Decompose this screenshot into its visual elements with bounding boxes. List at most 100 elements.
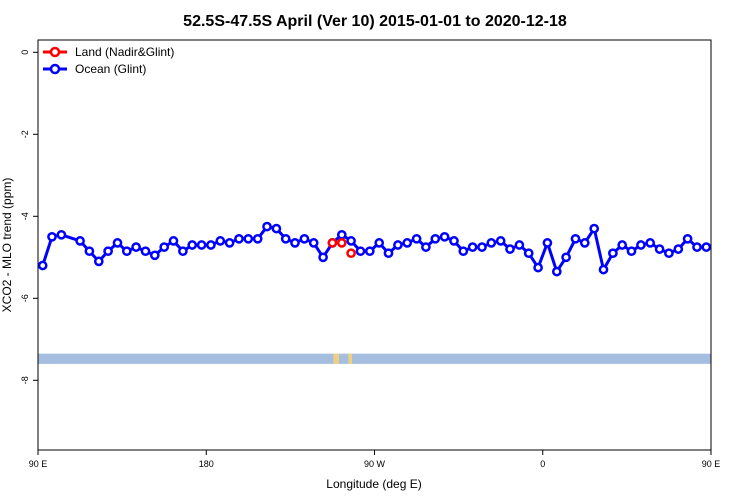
data-point-ocean	[551, 266, 562, 277]
data-point-ocean	[542, 238, 553, 248]
y-axis-title: XCO2 - MLO trend (ppm)	[0, 178, 14, 313]
data-point-ocean	[430, 233, 441, 244]
data-point-ocean	[421, 242, 431, 252]
chart-title: 52.5S-47.5S April (Ver 10) 2015-01-01 to…	[183, 13, 567, 30]
data-point-ocean	[673, 244, 684, 254]
data-point-ocean	[636, 240, 646, 250]
x-axis: 90 E 180 90 W 0 90 E	[29, 450, 721, 469]
legend-label-land: Land (Nadir&Glint)	[75, 45, 174, 59]
data-point-ocean	[598, 264, 609, 275]
data-point-ocean	[346, 236, 356, 246]
surface-strip-ocean	[38, 353, 711, 364]
data-point-ocean	[224, 238, 235, 248]
data-point-ocean	[561, 252, 571, 263]
data-point-ocean	[84, 246, 95, 257]
data-point-ocean	[318, 252, 328, 263]
legend-marker-ocean	[49, 63, 61, 75]
data-point-ocean	[533, 262, 543, 273]
data-point-ocean	[93, 256, 104, 267]
data-point-ocean	[402, 238, 413, 248]
data-point-ocean	[271, 223, 282, 234]
data-point-ocean	[495, 236, 506, 246]
data-point-ocean	[336, 229, 347, 240]
data-point-ocean	[411, 233, 422, 244]
data-point-ocean	[701, 242, 711, 252]
data-point-ocean	[187, 240, 198, 250]
data-point-ocean	[75, 236, 85, 246]
legend-label-ocean: Ocean (Glint)	[75, 62, 146, 76]
data-point-ocean	[355, 246, 366, 257]
y-tick-label: -4	[20, 212, 30, 220]
data-point-ocean	[159, 242, 170, 252]
x-tick-label: 0	[540, 459, 545, 469]
data-point-ocean	[56, 229, 67, 240]
data-point-ocean	[308, 238, 319, 248]
data-point-ocean	[262, 221, 272, 232]
data-point-ocean	[608, 248, 618, 259]
y-tick-label: -6	[20, 294, 30, 302]
data-point-ocean	[215, 236, 226, 246]
data-point-ocean	[38, 260, 48, 271]
data-point-ocean	[299, 233, 310, 244]
data-point-ocean	[234, 233, 244, 244]
y-axis: 0 -2 -4 -6 -8	[20, 50, 38, 384]
data-point-ocean	[121, 246, 132, 257]
data-point-ocean	[178, 246, 188, 257]
legend-item-land: Land (Nadir&Glint)	[43, 45, 174, 59]
data-point-ocean	[617, 240, 628, 250]
x-tick-label: 90 E	[702, 459, 721, 469]
legend: Land (Nadir&Glint) Ocean (Glint)	[43, 45, 174, 76]
data-point-ocean	[514, 240, 525, 250]
plot-area	[38, 221, 711, 364]
data-point-ocean	[467, 242, 478, 252]
data-point-ocean	[243, 233, 254, 244]
data-point-ocean	[364, 246, 375, 257]
data-point-ocean	[280, 233, 291, 244]
data-point-ocean	[486, 238, 497, 248]
data-point-ocean	[168, 236, 179, 246]
data-point-ocean	[252, 233, 263, 244]
data-point-ocean	[654, 244, 665, 254]
x-axis-title: Longitude (deg E)	[326, 477, 421, 491]
y-tick-label: -8	[20, 376, 30, 384]
x-tick-label: 180	[199, 459, 214, 469]
data-point-ocean	[505, 244, 515, 254]
data-point-ocean	[523, 248, 534, 259]
data-point-ocean	[140, 246, 151, 257]
y-tick-label: 0	[20, 50, 30, 55]
data-point-ocean	[290, 238, 300, 248]
data-point-ocean	[449, 236, 459, 246]
data-point-ocean	[206, 240, 216, 250]
data-point-ocean	[682, 233, 693, 244]
data-point-ocean	[458, 246, 469, 257]
data-point-ocean	[477, 242, 487, 252]
data-point-ocean	[589, 223, 600, 234]
legend-marker-land	[49, 46, 61, 58]
data-point-ocean	[393, 240, 403, 250]
data-point-ocean	[664, 248, 674, 259]
data-point-land	[346, 248, 356, 259]
data-point-ocean	[579, 238, 590, 248]
data-point-ocean	[439, 231, 450, 242]
surface-strip-land	[333, 353, 339, 364]
data-point-ocean	[374, 238, 385, 248]
data-point-ocean	[47, 231, 57, 242]
data-point-ocean	[196, 240, 207, 250]
data-point-ocean	[149, 250, 160, 261]
data-point-ocean	[692, 242, 702, 252]
data-point-ocean	[383, 248, 394, 259]
x-tick-label: 90 E	[29, 459, 48, 469]
data-point-ocean	[626, 246, 637, 257]
data-point-ocean	[570, 233, 581, 244]
y-tick-label: -2	[20, 130, 30, 138]
data-point-ocean	[645, 238, 656, 248]
data-point-ocean	[103, 246, 113, 257]
data-point-land	[327, 238, 338, 248]
x-tick-label: 90 W	[364, 459, 386, 469]
data-point-land	[336, 238, 347, 248]
surface-strip-land	[348, 353, 353, 364]
data-point-ocean	[131, 242, 141, 252]
data-point-ocean	[112, 238, 123, 248]
legend-item-ocean: Ocean (Glint)	[43, 62, 146, 76]
